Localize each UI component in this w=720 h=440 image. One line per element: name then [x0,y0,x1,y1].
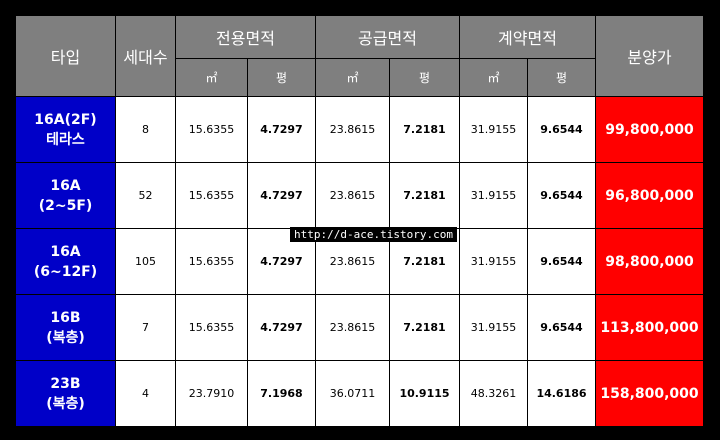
contract-pyeong-cell: 9.6544 [527,96,596,163]
type-line1: 23B [50,375,81,392]
price-cell: 98,800,000 [595,228,704,295]
type-cell: 16A (2~5F) [15,162,116,229]
households-cell: 7 [115,294,176,361]
price-table: 타입 세대수 전용면적 공급면적 계약면적 분양가 ㎡ 평 ㎡ 평 ㎡ 평 16… [15,15,704,427]
table-row: 16B (복층) 7 15.6355 4.7297 23.8615 7.2181 31.915… [15,294,704,361]
contract-m2-cell: 48.3261 [459,360,528,427]
contract-m2-cell: 31.9155 [459,96,528,163]
exclusive-m2-cell: 15.6355 [175,96,248,163]
price-cell: 99,800,000 [595,96,704,163]
header-price: 분양가 [595,15,704,97]
exclusive-m2-cell: 15.6355 [175,294,248,361]
supply-pyeong-cell: 10.9115 [389,360,460,427]
type-line2: (6~12F) [33,263,98,280]
header-households: 세대수 [115,15,176,97]
supply-m2-cell: 23.8615 [315,96,390,163]
type-cell: 23B (복층) [15,360,116,427]
header-type: 타입 [15,15,116,97]
exclusive-pyeong-cell: 4.7297 [247,96,316,163]
type-line1: 16A(2F) [34,111,97,128]
table-row: 23B (복층) 4 23.7910 7.1968 36.0711 10.9115 48.32… [15,360,704,427]
exclusive-m2-cell: 15.6355 [175,228,248,295]
households-cell: 8 [115,96,176,163]
supply-pyeong-cell: 7.2181 [389,162,460,229]
type-line2: (복층) [46,329,85,346]
supply-m2-cell: 36.0711 [315,360,390,427]
header-unit-m2: ㎡ [459,58,528,97]
type-line1: 16B [50,309,81,326]
contract-pyeong-cell: 9.6544 [527,162,596,229]
header-unit-m2: ㎡ [175,58,248,97]
price-cell: 113,800,000 [595,294,704,361]
contract-m2-cell: 31.9155 [459,228,528,295]
header-unit-pyeong: 평 [527,58,596,97]
contract-m2-cell: 31.9155 [459,162,528,229]
header-contract-area: 계약면적 [459,15,596,59]
type-cell: 16A(2F) 테라스 [15,96,116,163]
supply-pyeong-cell: 7.2181 [389,294,460,361]
households-cell: 4 [115,360,176,427]
type-line2: (복층) [46,395,85,412]
contract-pyeong-cell: 9.6544 [527,294,596,361]
type-line2: 테라스 [46,131,85,148]
type-line1: 16A [50,177,81,194]
header-exclusive-area: 전용면적 [175,15,316,59]
type-line1: 16A [50,243,81,260]
price-cell: 96,800,000 [595,162,704,229]
price-cell: 158,800,000 [595,360,704,427]
exclusive-m2-cell: 23.7910 [175,360,248,427]
contract-pyeong-cell: 14.6186 [527,360,596,427]
type-line2: (2~5F) [38,197,93,214]
supply-pyeong-cell: 7.2181 [389,96,460,163]
header-unit-m2: ㎡ [315,58,390,97]
exclusive-pyeong-cell: 7.1968 [247,360,316,427]
contract-m2-cell: 31.9155 [459,294,528,361]
type-cell: 16B (복층) [15,294,116,361]
header-unit-pyeong: 평 [389,58,460,97]
supply-m2-cell: 23.8615 [315,162,390,229]
supply-m2-cell: 23.8615 [315,294,390,361]
households-cell: 52 [115,162,176,229]
table-row: 16A (2~5F) 52 15.6355 4.7297 23.8615 7.2181 31.… [15,162,704,229]
table-row: 16A(2F) 테라스 8 15.6355 4.7297 23.8615 7.2181 31.… [15,96,704,163]
exclusive-pyeong-cell: 4.7297 [247,294,316,361]
exclusive-m2-cell: 15.6355 [175,162,248,229]
households-cell: 105 [115,228,176,295]
contract-pyeong-cell: 9.6544 [527,228,596,295]
header-supply-area: 공급면적 [315,15,460,59]
type-cell: 16A (6~12F) [15,228,116,295]
exclusive-pyeong-cell: 4.7297 [247,162,316,229]
watermark: http://d-ace.tistory.com [290,227,457,242]
header-unit-pyeong: 평 [247,58,316,97]
